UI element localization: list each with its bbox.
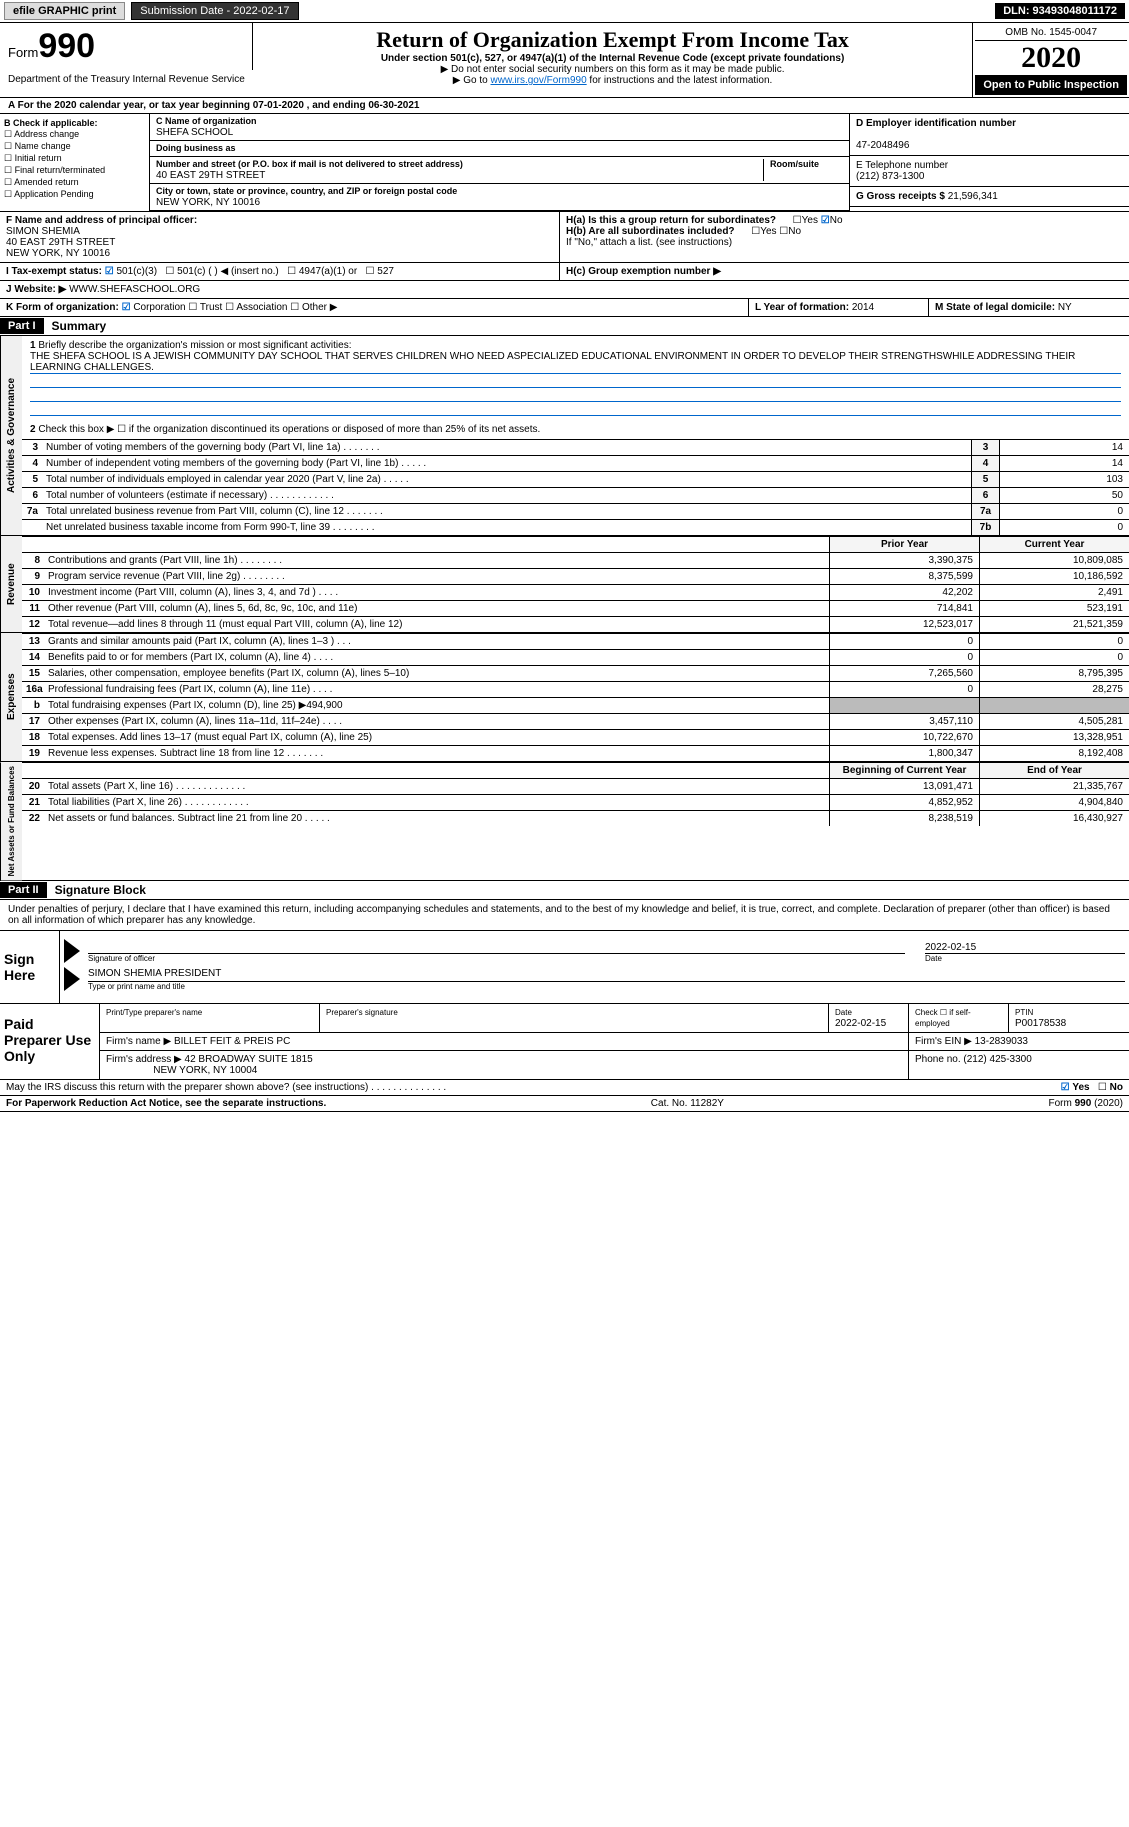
dba-label: Doing business as — [156, 143, 236, 153]
check-column: B Check if applicable: ☐ Address change … — [0, 114, 150, 211]
firm-phone: (212) 425-3300 — [963, 1054, 1031, 1065]
form-subtitle: Under section 501(c), 527, or 4947(a)(1)… — [257, 53, 969, 64]
firm-name: BILLET FEIT & PREIS PC — [174, 1036, 290, 1047]
part2-title: Signature Block — [47, 881, 154, 899]
k-label: K Form of organization: — [6, 302, 119, 313]
hdr-prior-year: Prior Year — [829, 537, 979, 552]
firm-addr: 42 BROADWAY SUITE 1815 — [185, 1054, 313, 1065]
hb-label: H(b) Are all subordinates included? — [566, 226, 735, 237]
m-label: M State of legal domicile: — [935, 302, 1055, 313]
addr-label: Number and street (or P.O. box if mail i… — [156, 159, 463, 169]
firm-city: NEW YORK, NY 10004 — [153, 1065, 257, 1076]
year-formation: 2014 — [852, 302, 874, 313]
mission-label: Briefly describe the organization's miss… — [38, 340, 351, 351]
sign-here-label: Sign Here — [0, 931, 60, 1003]
ha-label: H(a) Is this a group return for subordin… — [566, 215, 776, 226]
hc-label: H(c) Group exemption number ▶ — [566, 266, 721, 277]
efile-btn[interactable]: efile GRAPHIC print — [4, 2, 125, 20]
f-label: F Name and address of principal officer: — [6, 215, 197, 226]
submission-date: Submission Date - 2022-02-17 — [131, 2, 298, 20]
tax-year: 2020 — [975, 41, 1127, 75]
room-label: Room/suite — [770, 159, 819, 169]
arrow-icon — [64, 967, 80, 991]
l-label: L Year of formation: — [755, 302, 849, 313]
tab-revenue: Revenue — [0, 536, 22, 632]
hb-note: If "No," attach a list. (see instruction… — [566, 237, 1123, 248]
form-title: Return of Organization Exempt From Incom… — [257, 27, 969, 53]
city-label: City or town, state or province, country… — [156, 186, 457, 196]
form-prefix: Form — [8, 45, 38, 60]
phone: (212) 873-1300 — [856, 171, 924, 182]
org-addr: 40 EAST 29TH STREET — [156, 170, 265, 181]
line2-text: Check this box ▶ ☐ if the organization d… — [38, 424, 540, 435]
tab-netassets: Net Assets or Fund Balances — [0, 762, 22, 880]
period-row: A For the 2020 calendar year, or tax yea… — [0, 97, 1129, 113]
name-title-label: Type or print name and title — [88, 982, 1125, 991]
org-city: NEW YORK, NY 10016 — [156, 197, 260, 208]
form-number: 990 — [38, 27, 95, 65]
tab-governance: Activities & Governance — [0, 336, 22, 535]
prep-date: 2022-02-15 — [835, 1018, 886, 1029]
firm-ein: 13-2839033 — [975, 1036, 1028, 1047]
state-domicile: NY — [1058, 302, 1072, 313]
signature-line[interactable] — [88, 942, 905, 954]
irs-link[interactable]: www.irs.gov/Form990 — [491, 75, 587, 86]
org-name: SHEFA SCHOOL — [156, 127, 233, 138]
note-ssn: ▶ Do not enter social security numbers o… — [257, 64, 969, 75]
cat-no: Cat. No. 11282Y — [651, 1098, 724, 1109]
dept-label: Department of the Treasury Internal Reve… — [0, 70, 253, 89]
ptin: P00178538 — [1015, 1018, 1066, 1029]
j-label: J Website: ▶ — [6, 284, 66, 295]
signature-date: 2022-02-15 — [925, 942, 1125, 954]
line1-n: 1 — [30, 340, 36, 351]
officer-addr1: 40 EAST 29TH STREET — [6, 237, 115, 248]
officer-addr2: NEW YORK, NY 10016 — [6, 248, 110, 259]
hdr-current-year: Current Year — [979, 537, 1129, 552]
g-label: G Gross receipts $ — [856, 191, 945, 202]
dln: DLN: 93493048011172 — [995, 3, 1125, 19]
form-footer: Form 990 (2020) — [1049, 1098, 1123, 1109]
sig-date-label: Date — [925, 954, 1125, 963]
self-employed-check[interactable]: Check ☐ if self-employed — [915, 1008, 971, 1028]
i-label: I Tax-exempt status: — [6, 266, 102, 277]
website: WWW.SHEFASCHOOL.ORG — [69, 284, 200, 295]
part2-tag: Part II — [0, 882, 47, 898]
officer-printed-name: SIMON SHEMIA PRESIDENT — [88, 968, 1125, 982]
part1-title: Summary — [44, 317, 115, 335]
hdr-beginning: Beginning of Current Year — [829, 763, 979, 778]
paperwork-notice: For Paperwork Reduction Act Notice, see … — [6, 1098, 326, 1109]
note-goto-a: ▶ Go to — [453, 75, 491, 86]
note-goto-b: for instructions and the latest informat… — [587, 75, 773, 86]
officer-name: SIMON SHEMIA — [6, 226, 80, 237]
c-label: C Name of organization — [156, 116, 257, 126]
open-public: Open to Public Inspection — [975, 75, 1127, 95]
sig-officer-label: Signature of officer — [88, 954, 905, 963]
gross-receipts: 21,596,341 — [948, 191, 998, 202]
mission-text: THE SHEFA SCHOOL IS A JEWISH COMMUNITY D… — [30, 351, 1121, 374]
omb-number: OMB No. 1545-0047 — [975, 25, 1127, 41]
declaration-text: Under penalties of perjury, I declare th… — [0, 899, 1129, 930]
preparer-label: Paid Preparer Use Only — [0, 1004, 100, 1079]
discuss-text: May the IRS discuss this return with the… — [6, 1082, 446, 1093]
tab-expenses: Expenses — [0, 633, 22, 761]
ein: 47-2048496 — [856, 140, 909, 151]
arrow-icon — [64, 939, 80, 963]
part1-tag: Part I — [0, 318, 44, 334]
e-label: E Telephone number — [856, 160, 948, 171]
hdr-end: End of Year — [979, 763, 1129, 778]
d-label: D Employer identification number — [856, 118, 1016, 129]
